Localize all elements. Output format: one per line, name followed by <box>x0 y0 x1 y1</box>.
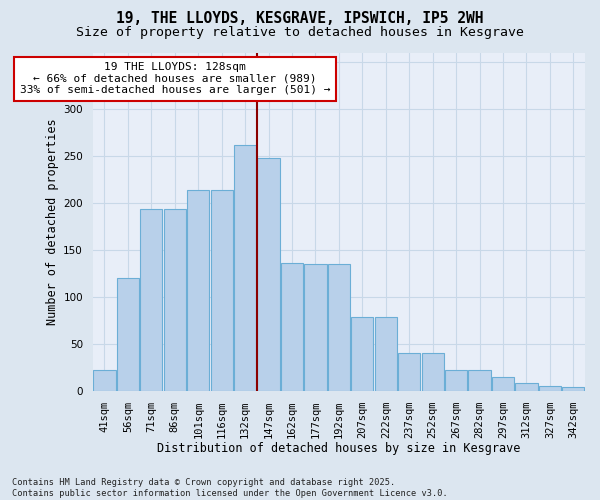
Bar <box>164 210 186 390</box>
Bar <box>117 278 139 390</box>
Bar <box>328 264 350 390</box>
Bar <box>351 318 373 390</box>
Bar <box>234 146 256 390</box>
Y-axis label: Number of detached properties: Number of detached properties <box>46 118 59 325</box>
Text: 19, THE LLOYDS, KESGRAVE, IPSWICH, IP5 2WH: 19, THE LLOYDS, KESGRAVE, IPSWICH, IP5 2… <box>116 11 484 26</box>
Bar <box>515 383 538 390</box>
Bar <box>140 210 163 390</box>
Bar <box>445 370 467 390</box>
Bar <box>492 378 514 390</box>
Bar <box>539 386 561 390</box>
Bar <box>422 353 444 391</box>
Text: Contains HM Land Registry data © Crown copyright and database right 2025.
Contai: Contains HM Land Registry data © Crown c… <box>12 478 448 498</box>
Text: Size of property relative to detached houses in Kesgrave: Size of property relative to detached ho… <box>76 26 524 39</box>
Bar <box>211 190 233 390</box>
Bar <box>257 158 280 390</box>
Text: 19 THE LLOYDS: 128sqm
← 66% of detached houses are smaller (989)
33% of semi-det: 19 THE LLOYDS: 128sqm ← 66% of detached … <box>20 62 330 96</box>
Bar <box>398 353 421 391</box>
Bar <box>469 370 491 390</box>
Bar <box>562 387 584 390</box>
Bar <box>281 263 303 390</box>
X-axis label: Distribution of detached houses by size in Kesgrave: Distribution of detached houses by size … <box>157 442 521 455</box>
Bar <box>374 318 397 390</box>
Bar <box>94 370 116 390</box>
Bar <box>304 264 326 390</box>
Bar <box>187 190 209 390</box>
